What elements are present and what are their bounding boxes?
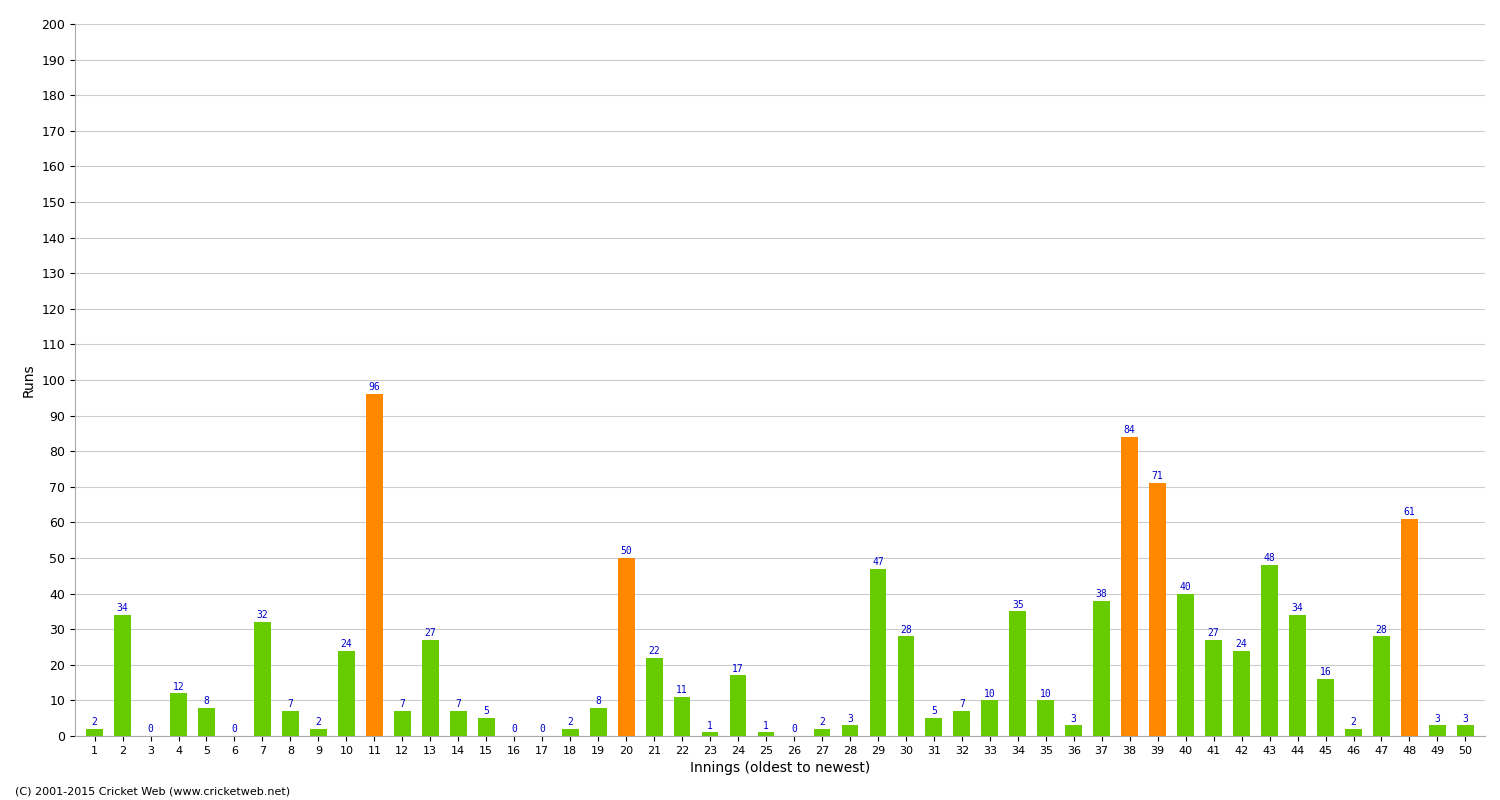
Text: 7: 7 [399, 699, 405, 710]
Text: 2: 2 [567, 717, 573, 727]
Text: 0: 0 [540, 724, 544, 734]
Bar [422, 640, 438, 736]
Bar [870, 569, 886, 736]
Text: 3: 3 [1434, 714, 1440, 723]
Text: 0: 0 [147, 724, 153, 734]
Bar [758, 733, 774, 736]
Bar [1317, 679, 1334, 736]
Bar [450, 711, 466, 736]
Text: 47: 47 [871, 557, 883, 567]
Text: 71: 71 [1152, 471, 1164, 482]
Bar [842, 726, 858, 736]
Text: 24: 24 [1236, 638, 1248, 649]
Bar [926, 718, 942, 736]
Text: 35: 35 [1013, 600, 1023, 610]
Bar [1430, 726, 1446, 736]
Bar [478, 718, 495, 736]
Bar [1065, 726, 1082, 736]
Text: 10: 10 [1040, 689, 1052, 698]
Bar [1262, 565, 1278, 736]
Text: 3: 3 [1071, 714, 1077, 723]
Text: 3: 3 [1462, 714, 1468, 723]
Text: 11: 11 [676, 685, 688, 695]
Bar [86, 729, 104, 736]
X-axis label: Innings (oldest to newest): Innings (oldest to newest) [690, 762, 870, 775]
Text: 8: 8 [596, 696, 602, 706]
Bar [1010, 611, 1026, 736]
Bar [1346, 729, 1362, 736]
Bar [562, 729, 579, 736]
Text: 38: 38 [1096, 589, 1107, 599]
Bar [394, 711, 411, 736]
Text: 96: 96 [369, 382, 380, 393]
Text: 27: 27 [424, 628, 436, 638]
Text: 10: 10 [984, 689, 996, 698]
Text: 22: 22 [648, 646, 660, 656]
Text: 50: 50 [621, 546, 632, 556]
Bar [114, 615, 130, 736]
Bar [674, 697, 690, 736]
Text: 17: 17 [732, 664, 744, 674]
Bar [702, 733, 718, 736]
Text: (C) 2001-2015 Cricket Web (www.cricketweb.net): (C) 2001-2015 Cricket Web (www.cricketwe… [15, 786, 290, 796]
Text: 28: 28 [900, 625, 912, 634]
Bar [813, 729, 831, 736]
Bar [1233, 650, 1250, 736]
Text: 12: 12 [172, 682, 184, 691]
Text: 32: 32 [256, 610, 268, 620]
Text: 24: 24 [340, 638, 352, 649]
Bar [1372, 636, 1390, 736]
Text: 5: 5 [932, 706, 938, 717]
Bar [1122, 437, 1138, 736]
Text: 40: 40 [1180, 582, 1191, 592]
Bar [170, 694, 188, 736]
Text: 1: 1 [764, 721, 770, 730]
Text: 5: 5 [483, 706, 489, 717]
Bar [282, 711, 298, 736]
Text: 0: 0 [512, 724, 518, 734]
Bar [1401, 519, 1417, 736]
Text: 28: 28 [1376, 625, 1388, 634]
Text: 7: 7 [456, 699, 460, 710]
Text: 7: 7 [958, 699, 964, 710]
Bar [1094, 601, 1110, 736]
Text: 1: 1 [706, 721, 712, 730]
Bar [1178, 594, 1194, 736]
Text: 0: 0 [790, 724, 796, 734]
Bar [1149, 483, 1166, 736]
Text: 84: 84 [1124, 425, 1136, 435]
Text: 2: 2 [1350, 717, 1356, 727]
Text: 0: 0 [231, 724, 237, 734]
Bar [729, 675, 747, 736]
Text: 2: 2 [819, 717, 825, 727]
Bar [1038, 701, 1054, 736]
Bar [981, 701, 998, 736]
Bar [954, 711, 970, 736]
Bar [1204, 640, 1222, 736]
Bar [618, 558, 634, 736]
Bar [645, 658, 663, 736]
Text: 34: 34 [1292, 603, 1304, 613]
Text: 48: 48 [1263, 554, 1275, 563]
Text: 16: 16 [1320, 667, 1332, 678]
Bar [1288, 615, 1306, 736]
Bar [198, 707, 214, 736]
Bar [338, 650, 356, 736]
Text: 3: 3 [847, 714, 853, 723]
Text: 27: 27 [1208, 628, 1219, 638]
Text: 7: 7 [288, 699, 294, 710]
Text: 8: 8 [204, 696, 210, 706]
Bar [590, 707, 606, 736]
Bar [1456, 726, 1474, 736]
Bar [310, 729, 327, 736]
Bar [254, 622, 272, 736]
Y-axis label: Runs: Runs [22, 363, 36, 397]
Bar [897, 636, 915, 736]
Bar [366, 394, 382, 736]
Text: 34: 34 [117, 603, 129, 613]
Text: 61: 61 [1404, 507, 1416, 517]
Text: 2: 2 [92, 717, 98, 727]
Text: 2: 2 [315, 717, 321, 727]
